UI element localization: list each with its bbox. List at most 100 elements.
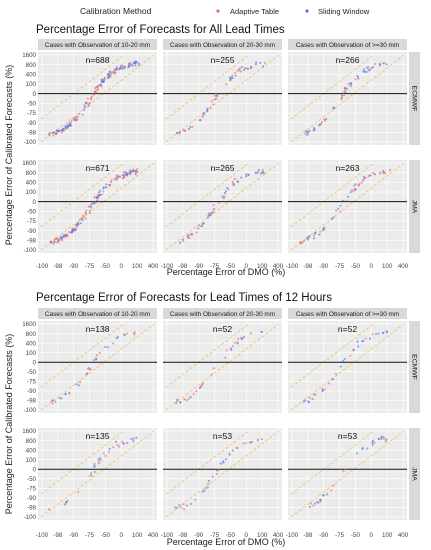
scatter-point xyxy=(308,396,311,399)
reference-diagonal xyxy=(165,430,280,518)
scatter-point xyxy=(119,67,122,70)
scatter-point xyxy=(331,378,334,381)
column-strip-label: Cases with Observation of 10-20 mm xyxy=(45,311,150,318)
column-strip-label: Cases with Observation of >=30 mm xyxy=(296,42,399,49)
scatter-point xyxy=(261,170,264,173)
scatter-point xyxy=(48,508,51,511)
scatter-point xyxy=(382,331,385,334)
panel-n-label: n=135 xyxy=(86,431,110,441)
scatter-point xyxy=(339,210,342,213)
scatter-point xyxy=(73,229,76,232)
scatter-point xyxy=(132,437,135,440)
reference-diagonal xyxy=(165,323,280,411)
scatter-point xyxy=(201,115,204,119)
scatter-point xyxy=(257,171,260,174)
scatter-point xyxy=(102,80,105,84)
scatter-point xyxy=(369,337,372,340)
x-tick-label: 0 xyxy=(370,263,374,270)
scatter-point xyxy=(106,346,109,349)
scatter-point xyxy=(103,78,106,81)
scatter-point xyxy=(118,175,121,178)
y-tick-label: -98 xyxy=(27,505,37,512)
scatter-point xyxy=(262,172,266,175)
scatter-point xyxy=(136,168,139,171)
scatter-point xyxy=(215,472,218,475)
scatter-point xyxy=(217,201,220,205)
figure-section-lead-times-12-hours: Percentage Error of Forecasts for Lead T… xyxy=(4,292,420,547)
column-strip: Cases with Observation of 20-30 mm xyxy=(163,308,282,319)
scatter-point xyxy=(109,183,112,187)
scatter-point xyxy=(380,436,383,439)
figure-section-all-lead-times: Percentage Error of Forecasts for All Le… xyxy=(4,24,420,277)
scatter-point xyxy=(123,65,127,69)
scatter-point xyxy=(130,438,133,441)
scatter-point xyxy=(93,464,96,467)
scatter-point xyxy=(121,64,124,67)
facet-panel: n=52 xyxy=(288,321,407,413)
y-tick-label: -98 xyxy=(27,130,37,137)
scatter-point xyxy=(321,389,324,393)
scatter-point xyxy=(238,67,241,70)
scatter-point xyxy=(255,61,258,64)
scatter-point xyxy=(200,224,203,228)
scatter-point xyxy=(90,474,93,477)
scatter-point xyxy=(122,174,125,177)
scatter-point xyxy=(342,91,345,94)
scatter-point xyxy=(84,211,87,214)
scatter-point xyxy=(73,227,76,230)
x-tick-label: -75 xyxy=(335,532,345,539)
scatter-point xyxy=(201,222,204,226)
y-tick-label: -100 xyxy=(24,139,37,146)
y-tick-label: 100 xyxy=(26,457,37,464)
scatter-point xyxy=(251,440,254,443)
x-tick-label: -90 xyxy=(69,532,79,539)
scatter-point xyxy=(93,462,96,465)
scatter-point xyxy=(124,170,127,174)
scatter-point xyxy=(102,452,105,455)
scatter-point xyxy=(51,131,54,135)
scatter-point xyxy=(113,177,116,180)
scatter-point xyxy=(385,438,388,441)
scatter-point xyxy=(245,173,248,176)
facet-panel: n=671 xyxy=(38,160,157,253)
x-tick-label: -75 xyxy=(85,532,95,539)
scatter-point xyxy=(208,214,211,217)
scatter-point xyxy=(64,234,67,237)
x-tick-label: -50 xyxy=(226,263,236,270)
reference-diagonal xyxy=(290,323,405,411)
scatter-point xyxy=(71,230,74,233)
scatter-point xyxy=(330,489,333,492)
scatter-point xyxy=(194,498,197,501)
scatter-point xyxy=(201,490,205,493)
scatter-point xyxy=(69,124,72,127)
scatter-point xyxy=(95,199,99,202)
facet-panel: n=138 xyxy=(38,321,157,413)
scatter-point xyxy=(342,469,345,472)
scatter-point xyxy=(385,63,388,66)
x-tick-label: 0 xyxy=(370,532,374,539)
scatter-point xyxy=(214,97,217,100)
scatter-point xyxy=(132,168,135,171)
scatter-point xyxy=(364,176,367,179)
x-tick-label: 100 xyxy=(257,532,268,539)
panel-n-label: n=53 xyxy=(213,431,232,441)
scatter-point xyxy=(108,447,111,451)
scatter-point xyxy=(231,77,234,80)
y-tick-label: -50 xyxy=(27,476,37,483)
scatter-point xyxy=(382,170,385,173)
scatter-point xyxy=(108,75,111,78)
scatter-point xyxy=(112,446,115,449)
scatter-point xyxy=(222,197,225,200)
scatter-point xyxy=(317,501,320,504)
scatter-point xyxy=(55,129,58,132)
y-tick-label: -90 xyxy=(27,120,37,127)
scatter-point xyxy=(51,402,54,405)
scatter-point xyxy=(185,399,189,402)
scatter-point xyxy=(88,209,91,212)
scatter-point xyxy=(75,227,78,230)
scatter-point xyxy=(89,205,92,208)
scatter-point xyxy=(384,172,387,175)
scatter-point xyxy=(240,336,243,339)
scatter-point xyxy=(210,212,213,215)
scatter-point xyxy=(76,115,79,118)
